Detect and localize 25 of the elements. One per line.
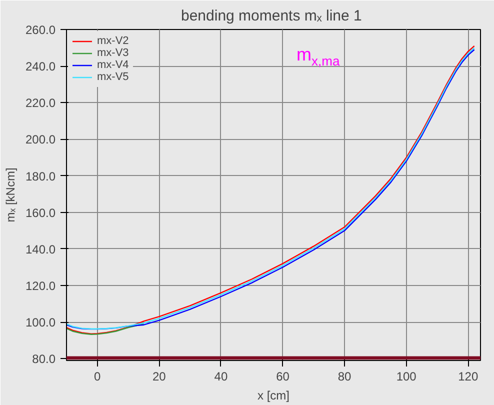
x-tick-label: 120	[458, 370, 478, 384]
legend-label: mx-V4	[97, 59, 129, 71]
x-tick-label: 0	[94, 370, 102, 384]
chart-title: bending moments mₓ line 1	[180, 8, 362, 24]
legend-label: mx-V3	[97, 47, 129, 59]
x-tick-label: 100	[396, 370, 417, 384]
y-axis-title: mₓ [kNcm]	[3, 168, 18, 222]
y-tick-label: 160.0	[25, 206, 56, 220]
y-tick-label: 180.0	[25, 169, 56, 184]
y-tick-label: 80.0	[32, 352, 56, 366]
y-tick-label: 140.0	[25, 242, 56, 256]
x-tick-label: 20	[152, 370, 166, 384]
y-tick-label: 100.0	[25, 316, 56, 330]
y-tick-label: 220.0	[25, 96, 56, 110]
line-series	[66, 323, 144, 335]
y-tick-label: 260.0	[25, 23, 56, 37]
x-axis-title: x [cm]	[258, 388, 290, 402]
x-tick-label: 60	[276, 370, 290, 384]
y-tick-label: 200.0	[25, 132, 56, 147]
legend-label: mx-V2	[97, 35, 129, 47]
x-tick-label: 80	[338, 370, 352, 384]
y-tick-label: 120.0	[25, 279, 56, 294]
x-tick-label: 40	[214, 370, 228, 384]
y-tick-label: 240.0	[25, 60, 56, 74]
legend-label: mx-V5	[97, 71, 129, 83]
